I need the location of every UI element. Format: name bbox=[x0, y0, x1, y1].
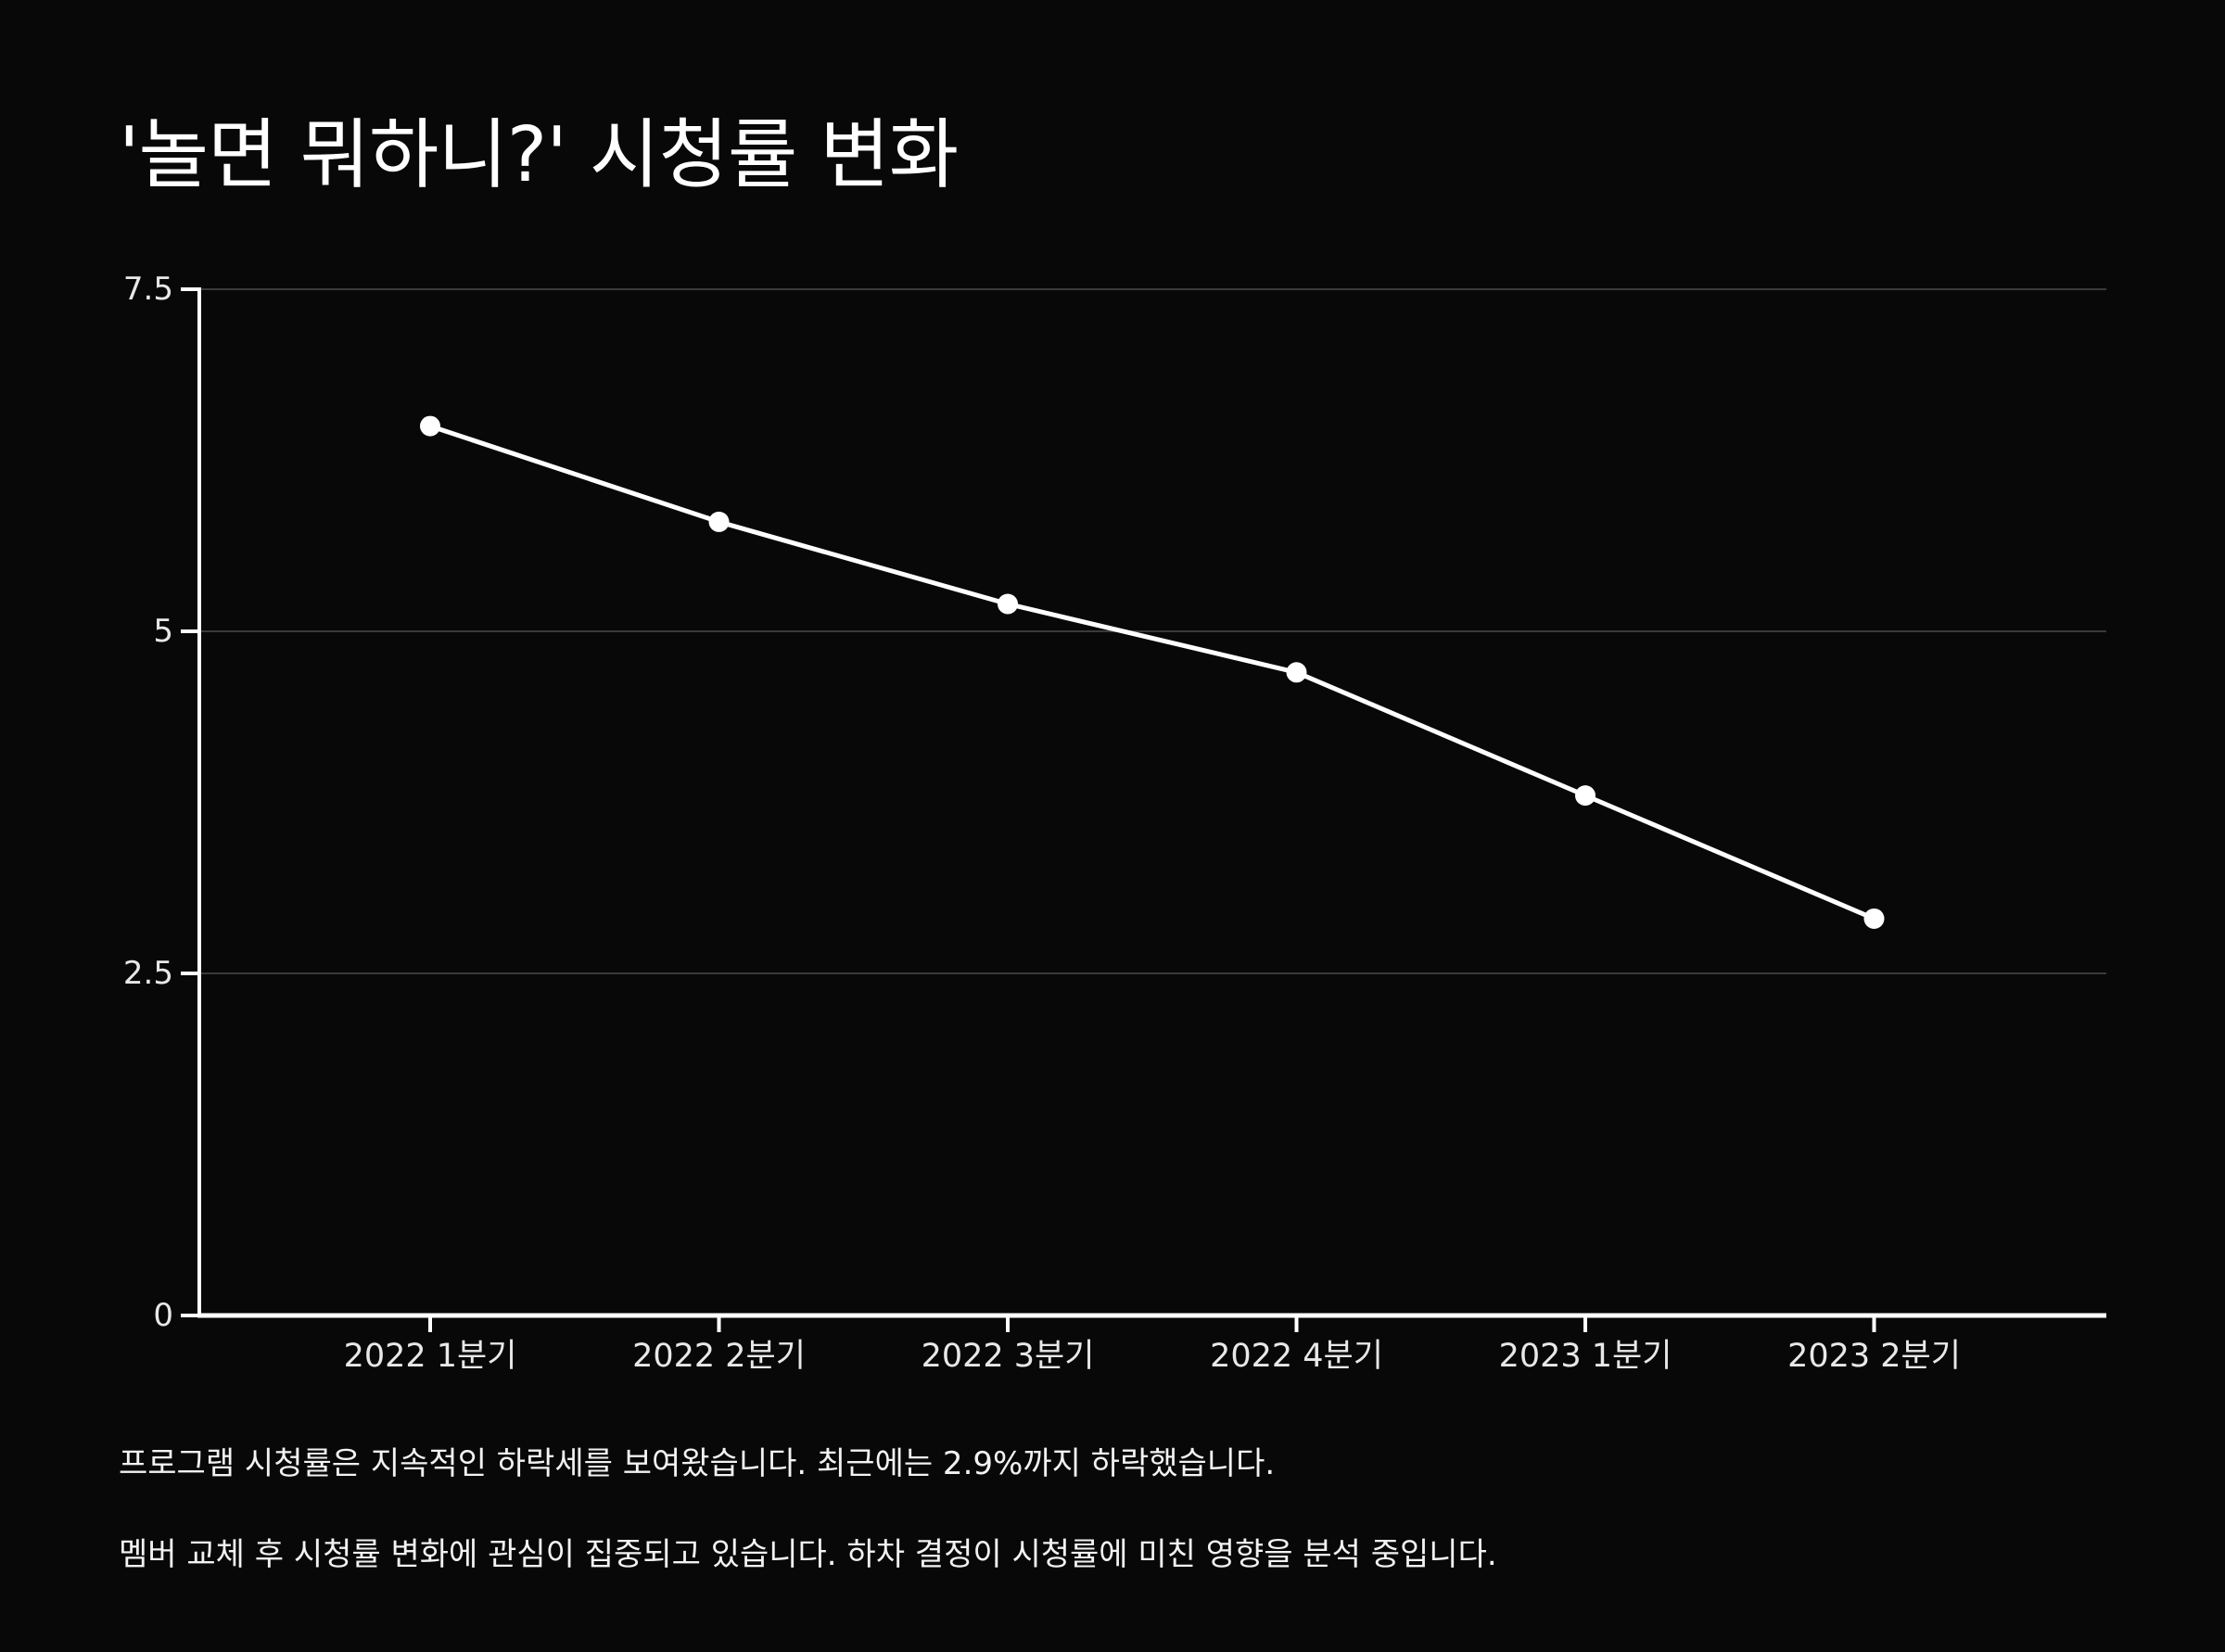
line-chart: 0 2.5 5 7.5 2022 1분기 2022 2분기 2022 3분기 2022 4분… bbox=[123, 271, 2106, 1375]
axes bbox=[197, 287, 2106, 1318]
x-tick-label-3: 2022 4분기 bbox=[1210, 1338, 1383, 1375]
x-tick-label-2: 2022 3분기 bbox=[922, 1338, 1095, 1375]
data-point-5 bbox=[1863, 908, 1885, 929]
y-axis-ticks: 0 2.5 5 7.5 bbox=[123, 271, 199, 1334]
y-tick-label-3: 7.5 bbox=[123, 271, 173, 308]
data-point-1 bbox=[708, 511, 730, 532]
x-tick-label-0: 2022 1분기 bbox=[344, 1338, 517, 1375]
chart-title: '놀면 뭐하니?' 시청률 변화 bbox=[119, 111, 959, 199]
y-tick-label-1: 2.5 bbox=[123, 955, 173, 992]
x-axis-ticks: 2022 1분기 2022 2분기 2022 3분기 2022 4분기 2023 1분기… bbox=[344, 1315, 1961, 1375]
data-point-2 bbox=[998, 593, 1018, 615]
data-point-4 bbox=[1575, 785, 1596, 807]
data-point-0 bbox=[420, 415, 440, 437]
note-line-2: 멤버 교체 후 시청률 변화에 관심이 집중되고 있습니다. 하차 결정이 시청… bbox=[119, 1536, 1497, 1573]
data-point-3 bbox=[1286, 662, 1307, 683]
x-tick-label-5: 2023 2분기 bbox=[1787, 1338, 1961, 1375]
chart-notes: 프로그램 시청률은 지속적인 하락세를 보여왔습니다. 최근에는 2.9%까지 … bbox=[119, 1418, 1497, 1600]
x-tick-label-1: 2022 2분기 bbox=[632, 1338, 806, 1375]
y-tick-label-0: 0 bbox=[153, 1297, 173, 1334]
x-tick-label-4: 2023 1분기 bbox=[1499, 1338, 1672, 1375]
gridlines bbox=[199, 288, 2106, 974]
series-line-0 bbox=[429, 424, 1875, 921]
series bbox=[420, 415, 1885, 929]
y-tick-label-2: 5 bbox=[153, 613, 173, 650]
note-line-1: 프로그램 시청률은 지속적인 하락세를 보여왔습니다. 최근에는 2.9%까지 … bbox=[119, 1445, 1276, 1482]
